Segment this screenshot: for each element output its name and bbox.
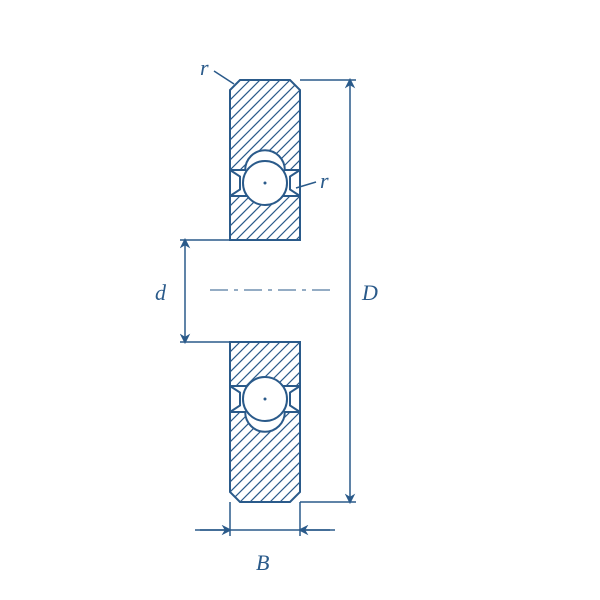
hatch-upper-outer	[140, 80, 470, 170]
dimension-D-outer	[300, 80, 356, 502]
label-D: D	[361, 280, 378, 305]
dimension-B-width	[195, 502, 335, 536]
label-r-top: r	[200, 55, 209, 80]
cage-upper	[230, 161, 300, 205]
cage-lower	[230, 377, 300, 421]
label-d: d	[155, 280, 167, 305]
leader-r-top	[214, 71, 234, 84]
hatch-lower-outer	[140, 412, 470, 502]
label-r-right: r	[320, 168, 329, 193]
bearing-cross-section-diagram: r r d D B	[0, 0, 600, 600]
label-B: B	[256, 550, 269, 575]
dimension-d	[180, 240, 230, 342]
hatch-lower-inner	[186, 342, 380, 386]
hatch-upper-inner	[186, 196, 380, 240]
